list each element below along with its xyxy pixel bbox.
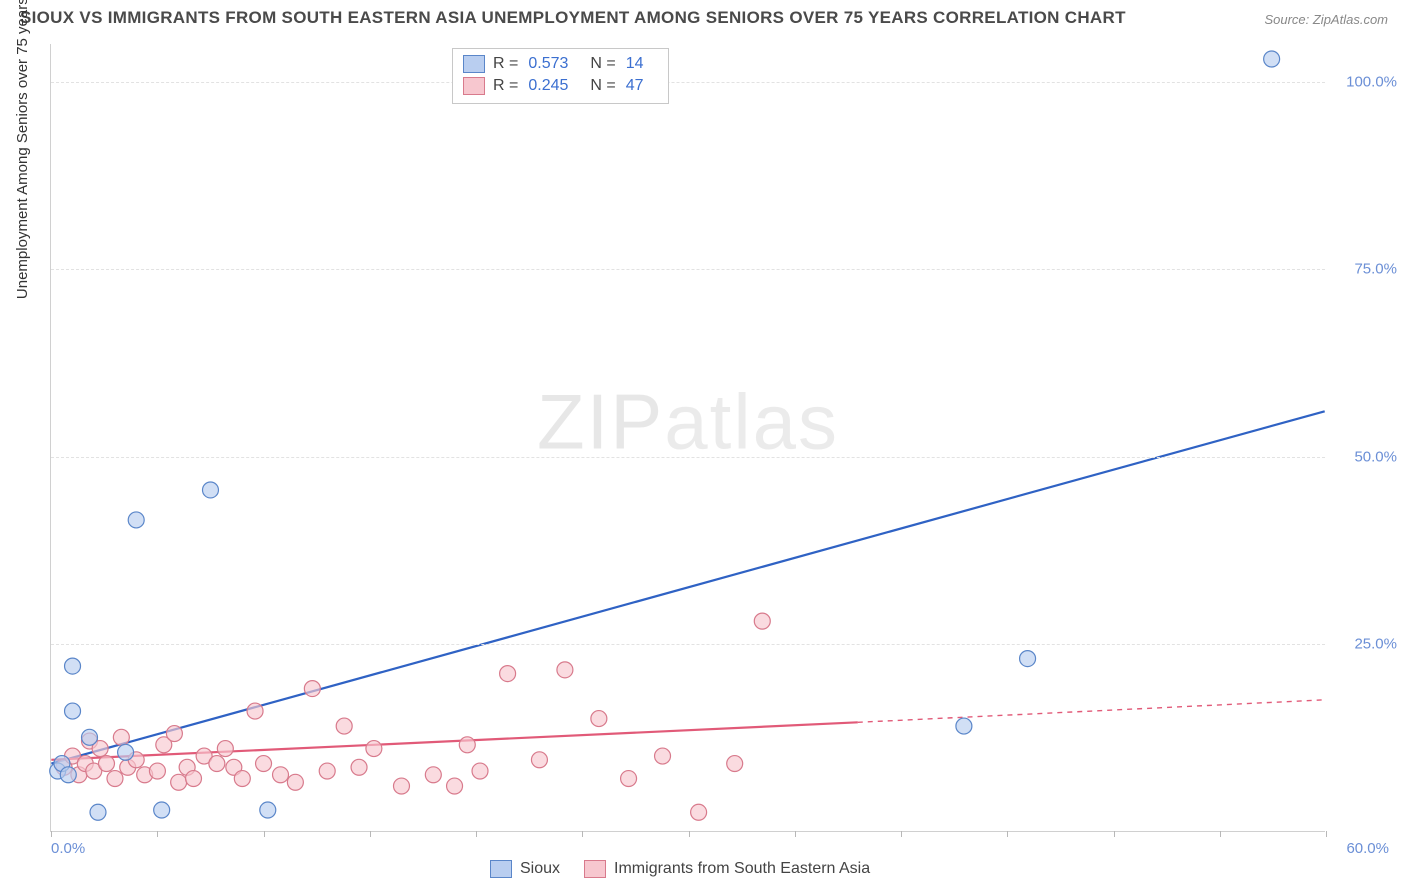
point-immigrants: [366, 741, 382, 757]
legend-label-sioux: Sioux: [520, 860, 560, 878]
r-value-sioux: 0.573: [528, 55, 568, 73]
point-immigrants: [247, 703, 263, 719]
point-immigrants: [273, 767, 289, 783]
point-sioux: [956, 718, 972, 734]
point-immigrants: [655, 748, 671, 764]
x-tick: [689, 831, 690, 837]
point-immigrants: [256, 756, 272, 772]
legend-item-sioux: Sioux: [490, 860, 560, 878]
point-immigrants: [217, 741, 233, 757]
y-tick-label: 50.0%: [1354, 448, 1397, 465]
point-immigrants: [234, 771, 250, 787]
gridline: [51, 644, 1325, 645]
point-immigrants: [754, 613, 770, 629]
point-immigrants: [171, 774, 187, 790]
x-tick-label: 0.0%: [51, 840, 85, 857]
point-sioux: [1264, 51, 1280, 67]
point-immigrants: [166, 726, 182, 742]
chart-title: SIOUX VS IMMIGRANTS FROM SOUTH EASTERN A…: [20, 8, 1126, 28]
point-immigrants: [113, 729, 129, 745]
point-immigrants: [351, 759, 367, 775]
point-sioux: [82, 729, 98, 745]
point-sioux: [154, 802, 170, 818]
point-immigrants: [425, 767, 441, 783]
legend-stats-row-immigrants: R = 0.245 N = 47: [463, 75, 658, 97]
n-value-immigrants: 47: [626, 77, 644, 95]
x-tick: [51, 831, 52, 837]
point-immigrants: [557, 662, 573, 678]
legend-stats: R = 0.573 N = 14 R = 0.245 N = 47: [452, 48, 669, 104]
legend-series: Sioux Immigrants from South Eastern Asia: [490, 860, 870, 878]
swatch-immigrants-icon: [584, 860, 606, 878]
x-tick-label: 60.0%: [1346, 840, 1389, 857]
n-value-sioux: 14: [626, 55, 644, 73]
swatch-immigrants: [463, 77, 485, 95]
legend-item-immigrants: Immigrants from South Eastern Asia: [584, 860, 870, 878]
x-tick: [370, 831, 371, 837]
point-sioux: [260, 802, 276, 818]
point-sioux: [118, 744, 134, 760]
n-label: N =: [590, 77, 615, 95]
y-axis-label: Unemployment Among Seniors over 75 years: [14, 0, 31, 299]
x-tick: [582, 831, 583, 837]
point-immigrants: [591, 711, 607, 727]
legend-label-immigrants: Immigrants from South Eastern Asia: [614, 860, 870, 878]
swatch-sioux: [463, 55, 485, 73]
gridline: [51, 457, 1325, 458]
point-immigrants: [209, 756, 225, 772]
point-immigrants: [393, 778, 409, 794]
plot-svg: [51, 44, 1325, 831]
x-tick: [1220, 831, 1221, 837]
point-sioux: [65, 658, 81, 674]
point-immigrants: [621, 771, 637, 787]
x-tick: [795, 831, 796, 837]
x-tick: [476, 831, 477, 837]
x-tick: [901, 831, 902, 837]
x-tick: [1114, 831, 1115, 837]
point-sioux: [1020, 651, 1036, 667]
point-immigrants: [186, 771, 202, 787]
x-tick: [1326, 831, 1327, 837]
point-immigrants: [319, 763, 335, 779]
point-immigrants: [500, 666, 516, 682]
gridline: [51, 269, 1325, 270]
r-label: R =: [493, 55, 518, 73]
point-immigrants: [336, 718, 352, 734]
x-tick: [1007, 831, 1008, 837]
correlation-chart: SIOUX VS IMMIGRANTS FROM SOUTH EASTERN A…: [0, 0, 1406, 892]
x-tick: [157, 831, 158, 837]
swatch-sioux-icon: [490, 860, 512, 878]
trend-line-immigrants-extrapolated: [858, 700, 1325, 722]
point-sioux: [60, 767, 76, 783]
point-immigrants: [287, 774, 303, 790]
point-sioux: [65, 703, 81, 719]
source-attribution: Source: ZipAtlas.com: [1264, 12, 1388, 27]
plot-area: ZIPatlas 25.0%50.0%75.0%100.0%0.0%60.0%: [50, 44, 1325, 832]
point-sioux: [202, 482, 218, 498]
n-label: N =: [590, 55, 615, 73]
point-immigrants: [107, 771, 123, 787]
point-immigrants: [531, 752, 547, 768]
r-value-immigrants: 0.245: [528, 77, 568, 95]
point-immigrants: [727, 756, 743, 772]
point-immigrants: [691, 804, 707, 820]
y-tick-label: 25.0%: [1354, 636, 1397, 653]
point-immigrants: [472, 763, 488, 779]
point-sioux: [128, 512, 144, 528]
gridline: [51, 82, 1325, 83]
x-tick: [264, 831, 265, 837]
point-sioux: [90, 804, 106, 820]
legend-stats-row-sioux: R = 0.573 N = 14: [463, 53, 658, 75]
point-immigrants: [149, 763, 165, 779]
y-tick-label: 100.0%: [1346, 73, 1397, 90]
point-immigrants: [447, 778, 463, 794]
r-label: R =: [493, 77, 518, 95]
point-immigrants: [459, 737, 475, 753]
trend-line-sioux: [51, 411, 1324, 763]
point-immigrants: [304, 681, 320, 697]
y-tick-label: 75.0%: [1354, 261, 1397, 278]
point-immigrants: [98, 756, 114, 772]
